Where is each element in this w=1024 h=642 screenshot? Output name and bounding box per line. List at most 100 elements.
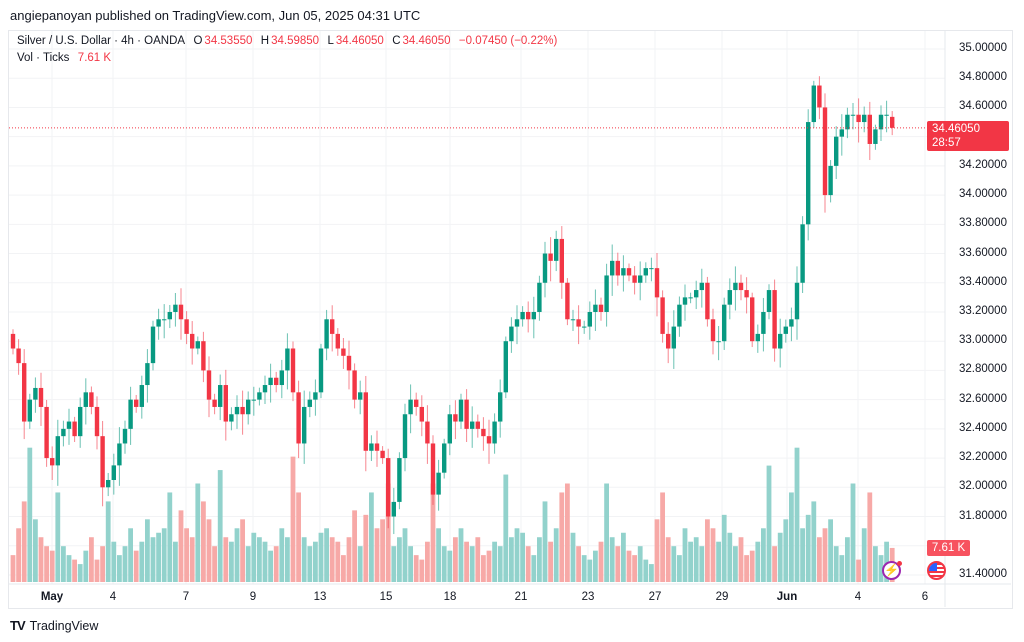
candle-body [643,268,648,276]
volume-bar [189,537,195,582]
candle-body [262,385,268,393]
volume-bar [699,546,705,582]
volume-bar [794,447,800,582]
volume-bar [195,483,201,582]
volume-bar [873,546,878,582]
high-label: H [260,35,270,47]
candle-body [660,297,665,334]
candle-body [498,392,503,422]
volume-label[interactable]: Vol · Ticks [17,52,70,64]
candle-body [850,114,856,116]
lightning-icon[interactable]: ⚡ [882,561,902,580]
candle-body [733,282,738,291]
volume-bar [285,537,290,582]
price-tick-label: 35.00000 [959,42,1007,54]
volume-bar [49,550,55,582]
candle-body [139,385,144,407]
volume-bar [783,519,789,582]
volume-bar [402,528,408,582]
candle-body [234,406,240,415]
candle-body [89,392,94,407]
volume-bar [279,528,285,582]
price-tick-label: 33.20000 [959,304,1007,317]
volume-bar [413,555,419,582]
volume-bar [755,541,761,582]
publisher-line: angiepanoyan published on TradingView.co… [10,8,421,23]
volume-tag: 7.61 K [927,540,970,556]
volume-bar [436,528,441,582]
candle-body [117,443,122,466]
volume-bar [301,537,307,582]
volume-bar [341,555,346,582]
us-flag-icon[interactable] [927,561,946,580]
low-value: 34.46050 [335,35,384,47]
price-tick-label: 31.40000 [959,567,1007,580]
candle-body [268,377,273,386]
candle-body [66,421,72,429]
volume-bar [66,555,72,582]
candle-body [677,304,682,327]
candle-body [761,311,766,334]
candle-body [559,238,564,283]
candle-body [330,319,335,334]
candle-body [570,319,576,321]
candle-body [615,260,620,276]
volume-bar [710,528,716,582]
candle-body [150,326,156,364]
candle-body [699,282,704,291]
candle-body [537,282,542,312]
price-tick-label: 33.60000 [959,246,1007,259]
candle-body [845,114,850,130]
candle-body [878,114,884,130]
volume-bar [16,528,21,582]
volume-bar [273,546,279,582]
candle-body [873,129,878,144]
volume-bar [173,541,178,582]
volume-bar [464,541,469,582]
time-tick-label: 7 [182,591,190,603]
volume-bar [632,555,637,582]
candle-body [453,414,458,422]
candle-body [145,363,150,386]
volume-bar [727,532,733,582]
volume-bar [10,555,16,582]
candle-body [890,116,895,128]
volume-bar [643,559,649,582]
price-tick-label: 32.40000 [959,421,1007,434]
symbol-title[interactable]: Silver / U.S. Dollar · 4h · OANDA [17,35,186,47]
candle-body [251,399,256,401]
volume-bar [559,492,565,582]
candle-body [55,436,60,466]
candle-body [374,443,380,451]
candle-body [514,319,520,327]
volume-bar [257,537,262,582]
candle-body [425,421,430,444]
candle-body [61,428,66,437]
candle-body [313,392,318,400]
volume-bar [850,483,856,582]
volume-bar [822,528,828,582]
volume-bar [44,546,49,582]
candle-body [240,406,245,415]
volume-bar [749,550,755,582]
volume-bar [744,555,749,582]
volume-bar [486,550,492,582]
volume-bar [363,514,369,582]
candle-body [257,392,262,400]
candle-body [212,399,217,407]
volume-value: 7.61 K [77,52,112,64]
volume-bar [374,528,380,582]
tradingview-logo-icon: TV [10,618,26,633]
candle-body [744,290,749,298]
volume-bar [833,546,839,582]
volume-bar [772,546,777,582]
candle-body [447,414,452,444]
volume-bar [251,532,257,582]
candle-body [78,406,83,437]
volume-bar [21,501,27,582]
candle-body [554,238,559,261]
volume-bar [878,555,884,582]
volume-bar [217,470,223,582]
